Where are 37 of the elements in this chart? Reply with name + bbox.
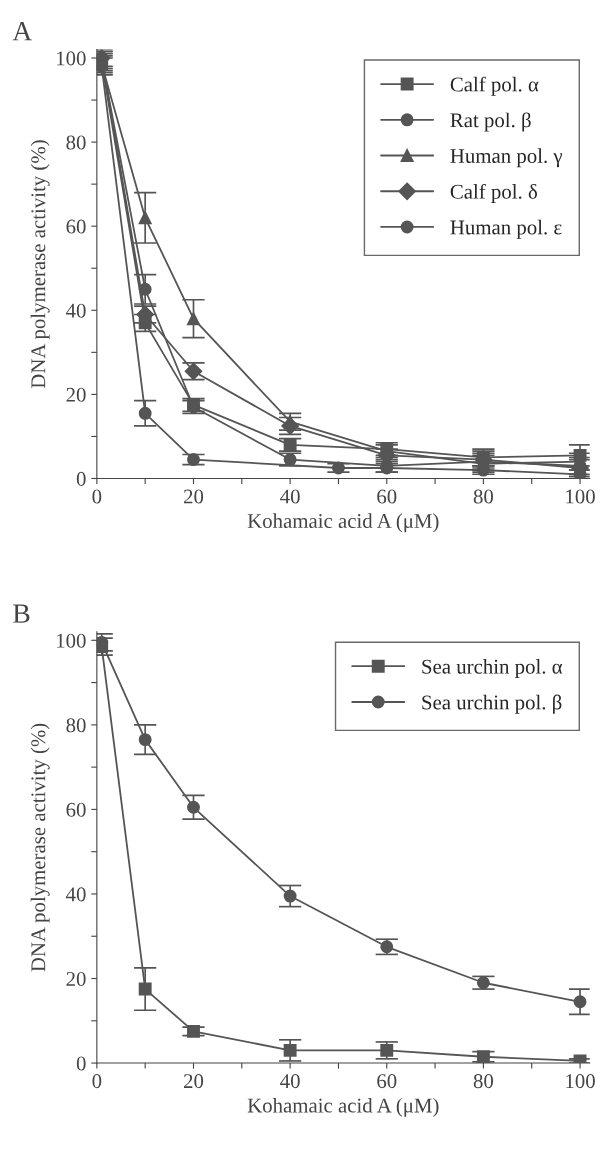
y-tick-label: 0 [76, 1056, 86, 1071]
x-axis-title: Kohamaic acid A (μM) [247, 1097, 439, 1117]
x-tick-label: 80 [473, 489, 494, 504]
y-tick-label: 100 [57, 633, 86, 648]
y-tick-label: 80 [66, 718, 86, 733]
legend-label: Sea urchin pol. α [422, 659, 563, 678]
y-tick-label: 20 [66, 387, 86, 402]
chart-title: B [13, 604, 30, 623]
x-tick-label: 0 [92, 1074, 102, 1089]
y-tick-label: 20 [66, 971, 86, 986]
y-axis-title: DNA polymerase activity (%) [30, 140, 50, 389]
x-tick-label: 20 [183, 489, 204, 504]
y-tick-label: 60 [66, 219, 86, 234]
x-tick-label: 0 [92, 489, 102, 504]
y-tick-label: 80 [66, 135, 86, 150]
chart-title: A [12, 22, 33, 41]
legend-label: Human pol. ε [450, 219, 562, 239]
y-tick-label: 60 [66, 802, 86, 817]
x-tick-label: 40 [280, 489, 300, 504]
legend-label: Rat pol. β [450, 112, 531, 132]
legend-label: Calf pol. δ [450, 183, 537, 203]
y-tick-label: 40 [66, 303, 86, 318]
x-tick-label: 20 [183, 1074, 204, 1089]
x-tick-label: 80 [473, 1074, 494, 1089]
legend-label: Calf pol. α [450, 76, 539, 96]
y-tick-label: 0 [76, 471, 86, 486]
x-tick-label: 100 [566, 1074, 595, 1089]
x-axis-title: Kohamaic acid A (μM) [247, 513, 439, 533]
y-axis-title: DNA polymerase activity (%) [30, 723, 50, 972]
x-tick-label: 40 [280, 1074, 300, 1089]
x-tick-label: 100 [566, 489, 595, 504]
y-tick-label: 100 [57, 51, 86, 66]
x-tick-label: 60 [377, 489, 397, 504]
legend-label: Sea urchin pol. β [422, 694, 562, 714]
legend-label: Human pol. γ [450, 148, 563, 168]
y-tick-label: 40 [66, 887, 86, 902]
x-tick-label: 60 [377, 1074, 397, 1089]
